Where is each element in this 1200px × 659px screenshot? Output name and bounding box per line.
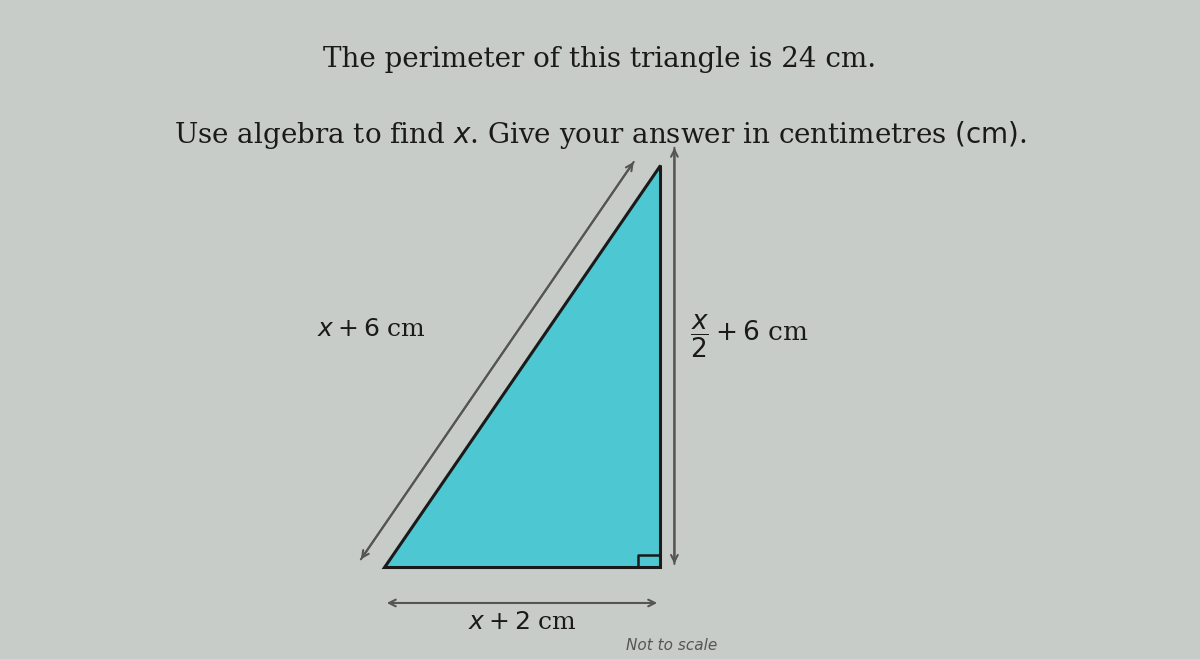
Text: The perimeter of this triangle is 24 cm.: The perimeter of this triangle is 24 cm. [324,46,876,73]
Text: $\dfrac{x}{2}+6$ cm: $\dfrac{x}{2}+6$ cm [690,312,809,360]
Polygon shape [384,165,660,567]
Text: Use algebra to find $x$. Give your answer in centimetres $\mathrm{(cm)}$.: Use algebra to find $x$. Give your answe… [174,119,1026,151]
Text: $x+2$ cm: $x+2$ cm [468,612,576,634]
Text: $x+6$ cm: $x+6$ cm [317,318,426,341]
Text: Not to scale: Not to scale [626,639,718,653]
